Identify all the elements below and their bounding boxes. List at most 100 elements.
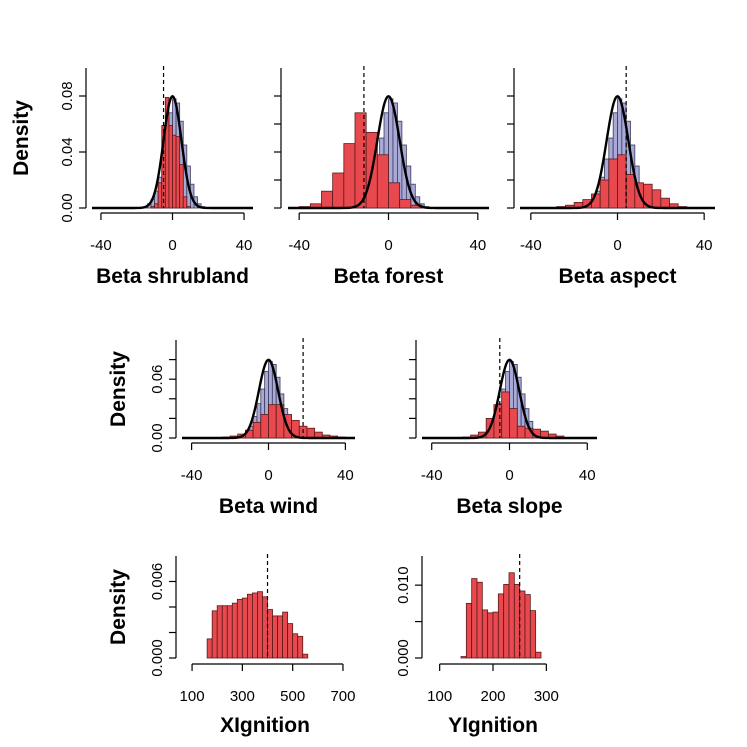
x-tick-label: 40 (696, 237, 713, 254)
y-tick-label: 0.000 (149, 639, 166, 677)
y-tick-label: 0.010 (395, 566, 412, 604)
x-tick-label: 40 (337, 467, 354, 484)
x-axis-title: Beta slope (456, 495, 562, 518)
posterior-bar (257, 591, 263, 659)
posterior-bar (246, 593, 253, 659)
y-tick-label: 0.06 (149, 365, 166, 394)
y-tick-label: 0.00 (59, 193, 76, 222)
x-axis-title: Beta aspect (559, 265, 677, 288)
posterior-bar (481, 609, 489, 659)
posterior-bar (268, 404, 277, 439)
posterior-bar (262, 596, 268, 659)
posterior-bar (376, 154, 389, 209)
x-tick-label: 200 (480, 688, 505, 705)
posterior-bar (260, 414, 269, 439)
posterior-bar (297, 635, 304, 659)
y-tick-label: 0.04 (59, 137, 76, 166)
posterior-bar (535, 651, 542, 659)
posterior-bar (231, 602, 238, 659)
posterior-bar (503, 584, 510, 659)
x-tick-label: 100 (427, 688, 452, 705)
panel-7: 100 200 300 0.000 0.010 YIgnition (395, 554, 559, 737)
posterior-bar (343, 143, 356, 209)
x-tick-label: 40 (579, 467, 596, 484)
prior-density-curve (288, 94, 489, 210)
prior-density-curve (182, 358, 355, 440)
posterior-bar (154, 203, 159, 209)
x-tick-label: 40 (469, 237, 486, 254)
prior-density-curve (520, 94, 715, 210)
posterior-bar (476, 581, 483, 659)
posterior-bar (292, 633, 299, 659)
x-axis-title: YIgnition (448, 714, 538, 737)
y-tick-label: 0.08 (59, 81, 76, 110)
panel-5: -40 0 40 Beta slope (409, 338, 597, 518)
y-tick-label: 0.00 (149, 423, 166, 452)
panel-2: -40 0 40 Beta forest (274, 66, 489, 288)
posterior-bar (617, 154, 627, 209)
posterior-bar (388, 182, 401, 209)
x-tick-label: -40 (421, 467, 443, 484)
x-tick-label: 500 (280, 688, 305, 705)
posterior-bar (226, 605, 233, 659)
y-axis-title: Density (107, 351, 130, 427)
posterior-bar (524, 594, 531, 659)
x-tick-label: 0 (505, 467, 513, 484)
posterior-bar (236, 598, 243, 659)
x-axis-title: XIgnition (220, 714, 310, 737)
x-tick-label: -40 (520, 237, 542, 254)
posterior-bar (625, 173, 636, 209)
posterior-bar (509, 408, 518, 439)
x-tick-label: 0 (613, 237, 621, 254)
posterior-bar (216, 605, 223, 659)
posterior-bar (513, 584, 521, 659)
posterior-bar (471, 578, 478, 659)
panel-6: 100 300 500 700 0.000 0.006 XIgnition Density (107, 554, 355, 737)
x-tick-label: -40 (181, 467, 203, 484)
posterior-bar (186, 206, 191, 209)
posterior-bar (497, 593, 505, 659)
x-axis-title: Beta shrubland (96, 265, 249, 288)
posterior-bar (241, 597, 248, 659)
x-tick-label: 300 (534, 688, 559, 705)
posterior-bar (487, 612, 494, 659)
x-tick-label: 0 (168, 237, 176, 254)
prior-density-curve (92, 94, 253, 210)
panel-4: -40 0 40 0.00 0.06 Beta wind Density (107, 338, 355, 518)
posterior-bar (608, 158, 618, 209)
posterior-bar (465, 602, 473, 659)
posterior-bar (182, 196, 188, 209)
x-tick-label: 700 (330, 688, 355, 705)
x-tick-label: -40 (288, 237, 310, 254)
posterior-bar (651, 189, 662, 209)
posterior-bar (211, 610, 218, 659)
y-axis-title: Density (107, 569, 130, 645)
posterior-bar (492, 611, 499, 659)
y-tick-label: 0.000 (395, 639, 412, 677)
posterior-bar (660, 197, 670, 209)
x-tick-label: 300 (230, 688, 255, 705)
posterior-bar (508, 572, 515, 659)
x-tick-label: 0 (264, 467, 272, 484)
x-tick-label: -40 (90, 237, 112, 254)
posterior-bar (529, 610, 537, 659)
posterior-bar (332, 172, 345, 209)
posterior-bar (287, 623, 294, 659)
posterior-bar (321, 190, 334, 209)
prior-density-curve (422, 358, 597, 440)
posterior-bar (179, 164, 184, 209)
x-axis-title: Beta forest (334, 265, 444, 288)
posterior-bar (221, 605, 228, 659)
posterior-bar (501, 391, 510, 439)
y-axis-title: Density (10, 100, 33, 176)
posterior-bar (252, 421, 262, 439)
posterior-bar (272, 615, 278, 659)
posterior-bar (277, 615, 284, 659)
posterior-bar (519, 590, 526, 659)
posterior-bar (267, 609, 273, 659)
x-tick-label: 100 (180, 688, 205, 705)
posterior-bar (302, 653, 309, 659)
posterior-bar (516, 425, 526, 439)
posterior-bar (306, 427, 316, 439)
